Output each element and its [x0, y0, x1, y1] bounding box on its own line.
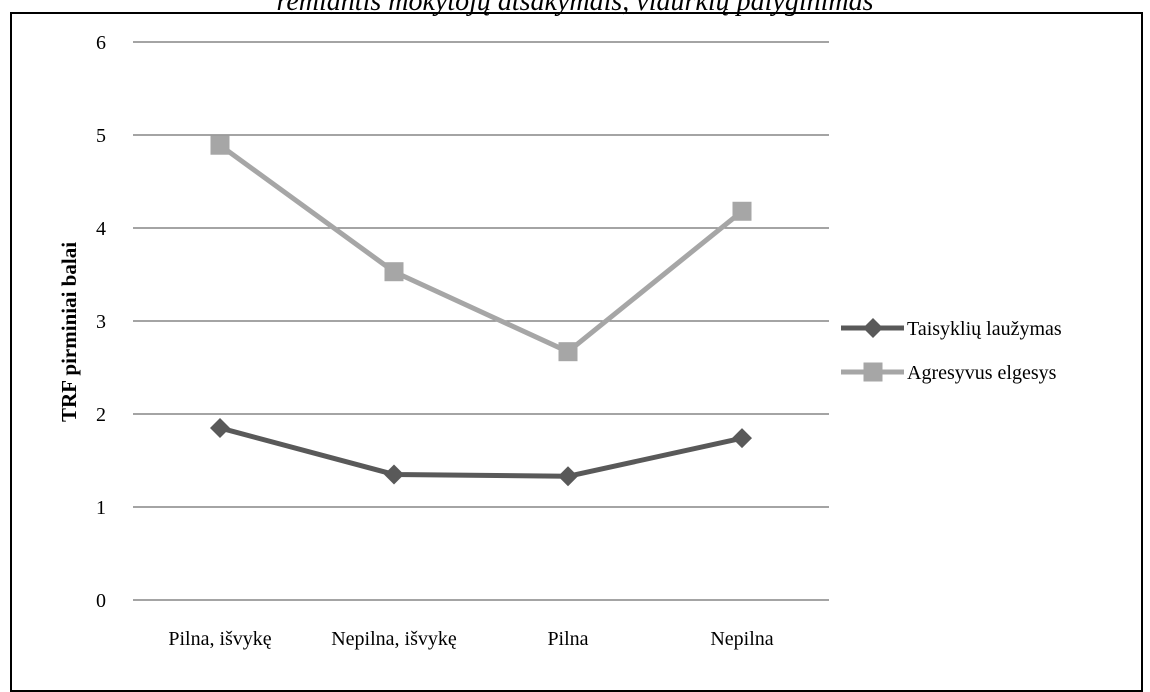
y-tick-label: 6: [96, 32, 106, 54]
data-point: [384, 464, 404, 485]
x-axis-ticks: Pilna, išvykę Nepilna, išvykę Pilna Nepilna: [168, 628, 773, 650]
legend-label: Agresyvus elgesys: [907, 362, 1057, 384]
x-tick-label: Pilna: [547, 628, 588, 650]
data-point: [558, 342, 578, 362]
y-tick-label: 0: [96, 590, 106, 612]
series-line: [218, 143, 744, 355]
data-point: [384, 262, 404, 282]
data-point: [558, 466, 578, 487]
data-point: [732, 201, 752, 221]
x-tick-label: Nepilna, išvykę: [331, 628, 457, 650]
y-axis-ticks: 0 1 2 3 4 5 6: [96, 32, 106, 612]
series-lines: [210, 135, 752, 487]
y-tick-label: 3: [96, 311, 106, 333]
series-1: [210, 417, 752, 487]
series-line: [219, 425, 743, 479]
legend-label: Taisyklių laužymas: [907, 318, 1062, 340]
x-tick-label: Pilna, išvykę: [168, 628, 271, 650]
y-tick-label: 5: [96, 125, 106, 147]
legend-marker: [863, 362, 883, 382]
x-tick-label: Nepilna: [710, 628, 773, 650]
data-point: [732, 428, 752, 449]
y-axis-title: TRF pirminiai balai: [57, 242, 81, 422]
legend-marker: [863, 318, 883, 338]
y-tick-label: 1: [96, 497, 106, 519]
gridlines: [133, 41, 829, 601]
y-tick-label: 2: [96, 404, 106, 426]
data-point: [210, 135, 230, 155]
series-2: [210, 135, 752, 362]
y-tick-label: 4: [96, 218, 106, 240]
data-point: [210, 417, 230, 438]
legend-item: Agresyvus elgesys: [841, 362, 1057, 384]
legend: Taisyklių laužymas Agresyvus elgesys: [841, 318, 1062, 384]
legend-item: Taisyklių laužymas: [841, 318, 1062, 340]
